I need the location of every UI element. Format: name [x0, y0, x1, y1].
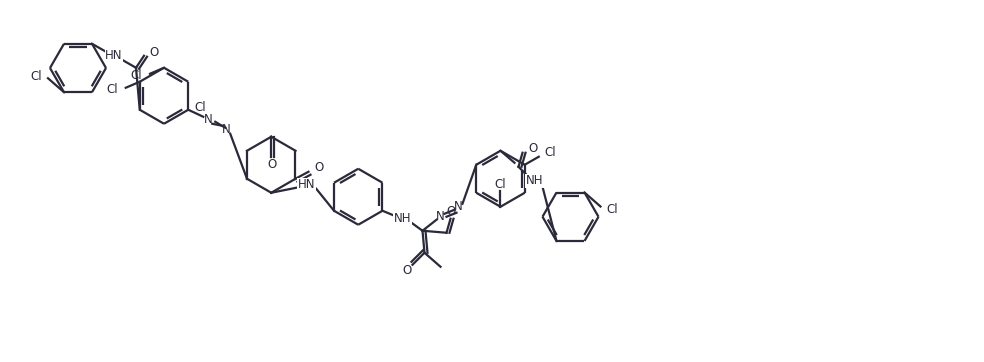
Text: N: N — [455, 200, 462, 213]
Text: Cl: Cl — [31, 70, 42, 83]
Text: O: O — [149, 46, 158, 59]
Text: O: O — [447, 205, 457, 218]
Text: O: O — [402, 264, 412, 277]
Text: HN: HN — [297, 178, 315, 191]
Text: N: N — [436, 210, 445, 223]
Text: HN: HN — [105, 49, 123, 62]
Text: Cl: Cl — [195, 101, 206, 114]
Text: Cl: Cl — [606, 203, 618, 216]
Text: N: N — [221, 123, 230, 136]
Text: Cl: Cl — [495, 178, 507, 191]
Text: O: O — [528, 142, 537, 155]
Text: N: N — [204, 113, 213, 126]
Text: NH: NH — [525, 174, 543, 187]
Text: NH: NH — [394, 212, 411, 225]
Text: O: O — [315, 161, 324, 174]
Text: Cl: Cl — [545, 146, 556, 159]
Text: O: O — [268, 158, 277, 171]
Text: Cl: Cl — [106, 83, 118, 96]
Text: Cl: Cl — [130, 69, 142, 82]
